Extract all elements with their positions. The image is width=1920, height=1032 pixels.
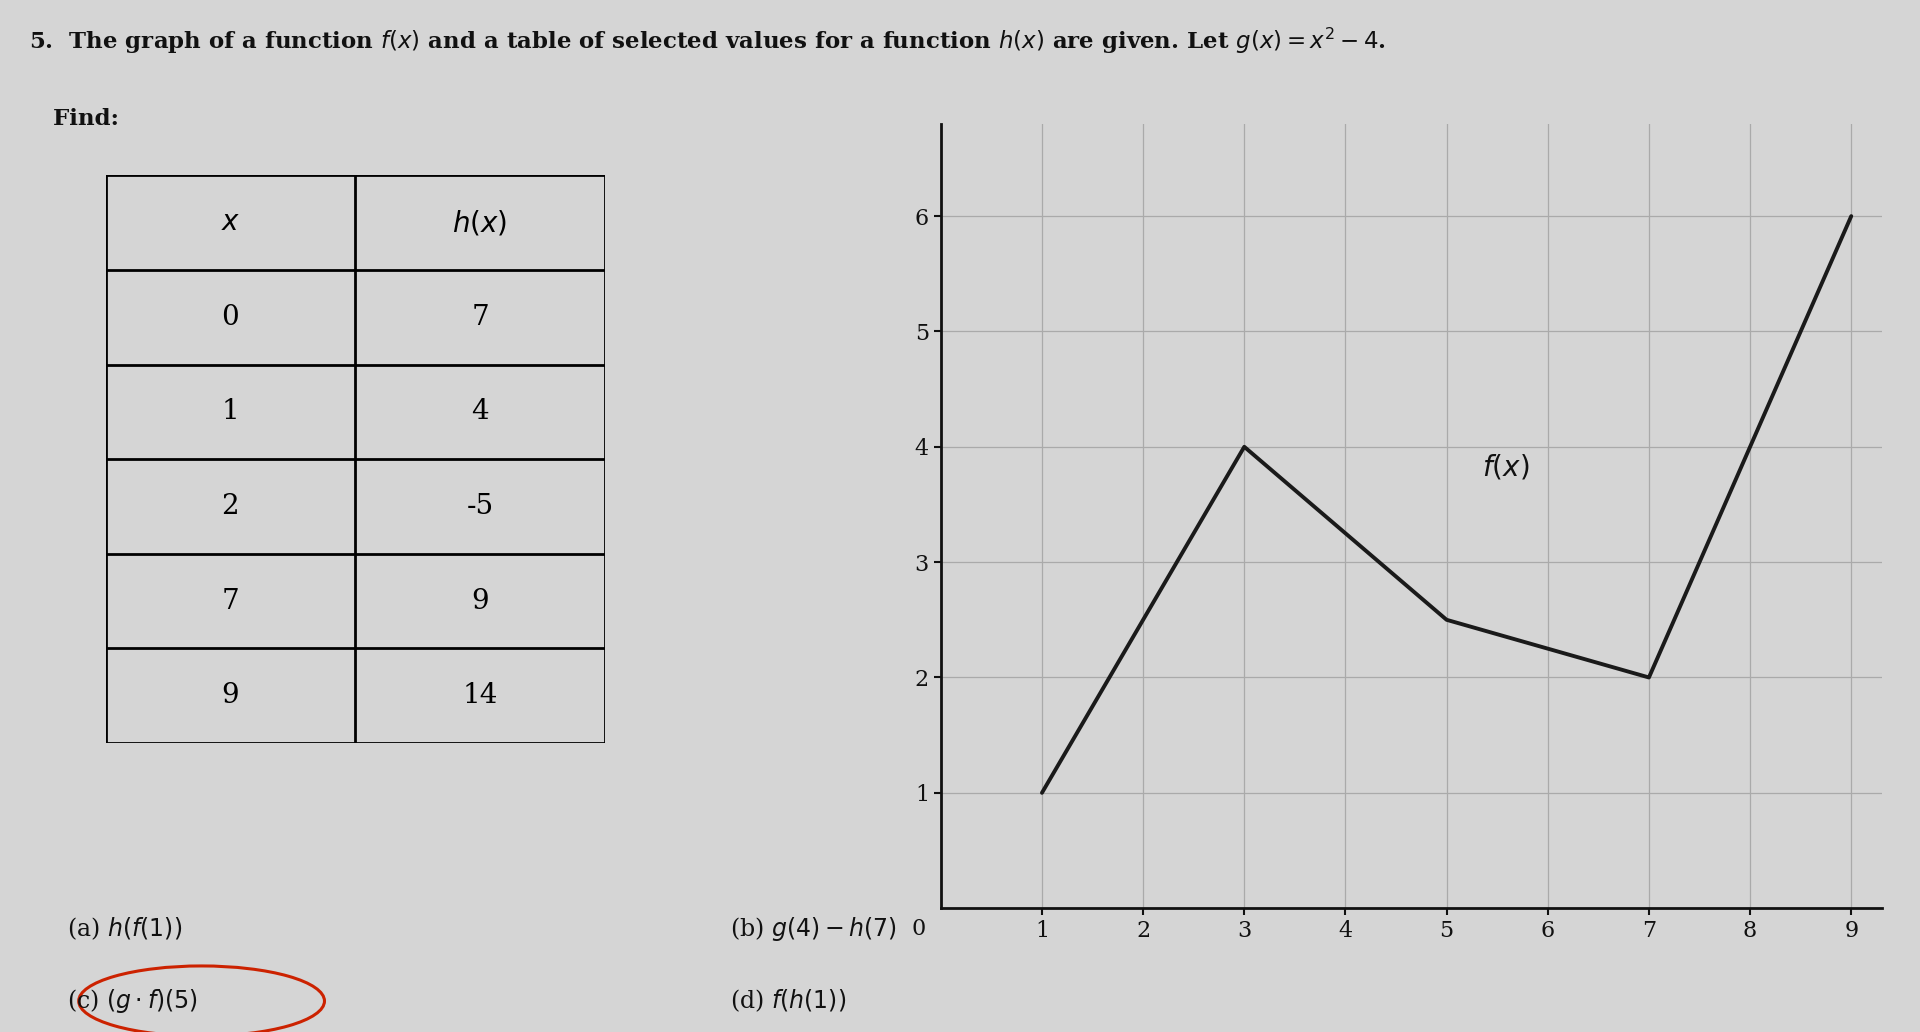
Text: 14: 14 xyxy=(463,682,497,709)
Text: 7: 7 xyxy=(470,303,490,331)
Text: 4: 4 xyxy=(470,398,490,425)
Text: 5.  The graph of a function $f(x)$ and a table of selected values for a function: 5. The graph of a function $f(x)$ and a … xyxy=(29,26,1386,56)
Text: (a) $h(f(1))$: (a) $h(f(1))$ xyxy=(67,915,182,942)
Text: (b) $g(4) - h(7)$: (b) $g(4) - h(7)$ xyxy=(730,914,897,943)
Text: (d) $f(h(1))$: (d) $f(h(1))$ xyxy=(730,988,845,1014)
Text: $f(x)$: $f(x)$ xyxy=(1482,453,1530,482)
Text: 0: 0 xyxy=(221,303,240,331)
Text: 0: 0 xyxy=(912,917,925,940)
Text: $h(x)$: $h(x)$ xyxy=(453,208,507,237)
Text: 9: 9 xyxy=(221,682,240,709)
Text: 2: 2 xyxy=(221,493,240,520)
Text: $x$: $x$ xyxy=(221,209,240,236)
Text: 1: 1 xyxy=(221,398,240,425)
Text: -5: -5 xyxy=(467,493,493,520)
Text: 7: 7 xyxy=(221,587,240,615)
Text: (c) $(g \cdot f)(5)$: (c) $(g \cdot f)(5)$ xyxy=(67,987,198,1015)
Text: 9: 9 xyxy=(470,587,490,615)
Text: Find:: Find: xyxy=(29,108,119,130)
